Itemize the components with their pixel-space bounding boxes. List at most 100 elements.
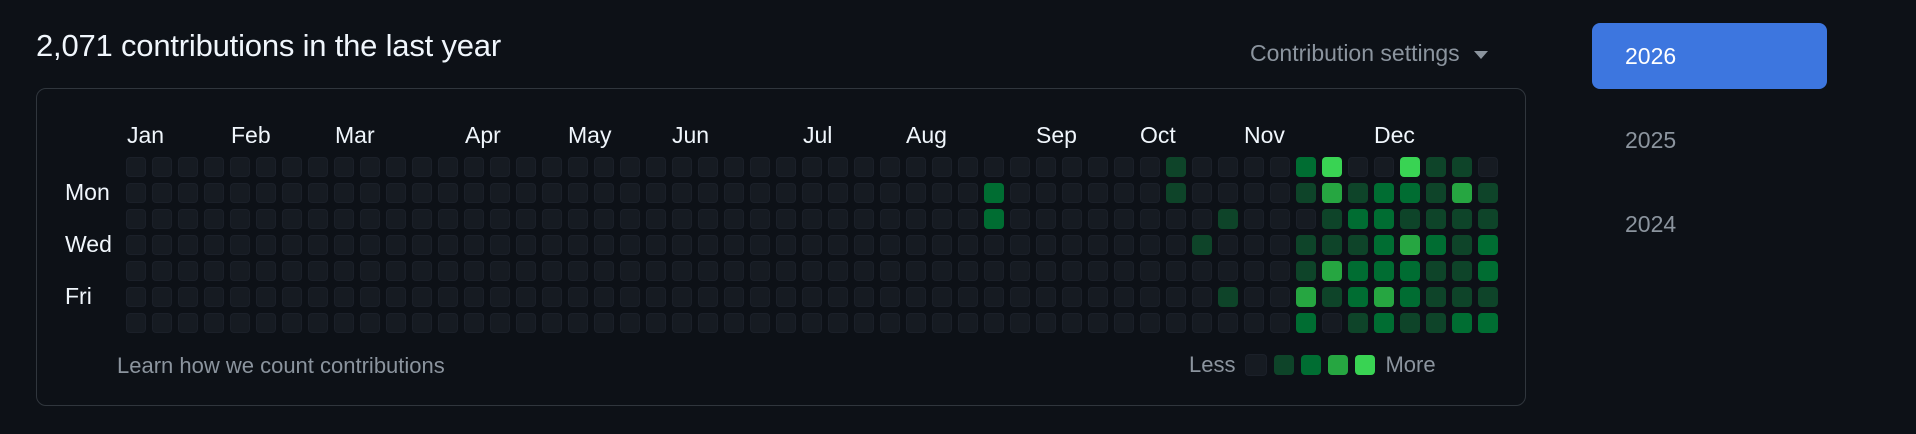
- contribution-cell[interactable]: [620, 183, 640, 203]
- contribution-cell[interactable]: [360, 157, 380, 177]
- contribution-cell[interactable]: [1114, 209, 1134, 229]
- contribution-cell[interactable]: [698, 313, 718, 333]
- contribution-cell[interactable]: [1374, 261, 1394, 281]
- contribution-cell[interactable]: [490, 209, 510, 229]
- contribution-cell[interactable]: [152, 209, 172, 229]
- contribution-cell[interactable]: [854, 261, 874, 281]
- contribution-cell[interactable]: [1244, 313, 1264, 333]
- contribution-cell[interactable]: [880, 235, 900, 255]
- contribution-cell[interactable]: [750, 183, 770, 203]
- contribution-cell[interactable]: [1218, 157, 1238, 177]
- contribution-cell[interactable]: [308, 261, 328, 281]
- contribution-cell[interactable]: [1270, 261, 1290, 281]
- contribution-cell[interactable]: [1400, 157, 1420, 177]
- contribution-cell[interactable]: [1088, 287, 1108, 307]
- contribution-cell[interactable]: [698, 261, 718, 281]
- contribution-cell[interactable]: [1478, 209, 1498, 229]
- contribution-cell[interactable]: [1452, 313, 1472, 333]
- contribution-cell[interactable]: [1374, 235, 1394, 255]
- contribution-cell[interactable]: [126, 287, 146, 307]
- contribution-cell[interactable]: [1348, 157, 1368, 177]
- contribution-cell[interactable]: [1010, 157, 1030, 177]
- contribution-cell[interactable]: [1192, 287, 1212, 307]
- contribution-cell[interactable]: [230, 183, 250, 203]
- year-button-2026[interactable]: 2026: [1592, 23, 1827, 89]
- contribution-cell[interactable]: [698, 157, 718, 177]
- contribution-cell[interactable]: [126, 209, 146, 229]
- contribution-cell[interactable]: [516, 183, 536, 203]
- contribution-cell[interactable]: [412, 209, 432, 229]
- contribution-cell[interactable]: [984, 261, 1004, 281]
- contribution-cell[interactable]: [1166, 157, 1186, 177]
- contribution-cell[interactable]: [412, 183, 432, 203]
- contribution-cell[interactable]: [230, 313, 250, 333]
- contribution-cell[interactable]: [178, 183, 198, 203]
- contribution-cell[interactable]: [568, 261, 588, 281]
- contribution-cell[interactable]: [126, 235, 146, 255]
- contribution-cell[interactable]: [516, 287, 536, 307]
- contribution-cell[interactable]: [776, 287, 796, 307]
- contribution-cell[interactable]: [1322, 287, 1342, 307]
- contribution-cell[interactable]: [828, 209, 848, 229]
- contribution-cell[interactable]: [464, 157, 484, 177]
- contribution-cell[interactable]: [568, 287, 588, 307]
- contribution-cell[interactable]: [1114, 287, 1134, 307]
- contribution-cell[interactable]: [1166, 183, 1186, 203]
- contribution-cell[interactable]: [360, 261, 380, 281]
- contribution-cell[interactable]: [230, 287, 250, 307]
- contribution-cell[interactable]: [360, 287, 380, 307]
- contribution-cell[interactable]: [1062, 209, 1082, 229]
- contribution-cell[interactable]: [880, 157, 900, 177]
- contribution-cell[interactable]: [1114, 261, 1134, 281]
- contribution-cell[interactable]: [490, 261, 510, 281]
- contribution-cell[interactable]: [1452, 183, 1472, 203]
- contribution-cell[interactable]: [282, 157, 302, 177]
- contribution-cell[interactable]: [334, 235, 354, 255]
- contribution-cell[interactable]: [932, 183, 952, 203]
- contribution-cell[interactable]: [1140, 287, 1160, 307]
- contribution-cell[interactable]: [1062, 183, 1082, 203]
- contribution-cell[interactable]: [464, 209, 484, 229]
- contribution-cell[interactable]: [776, 183, 796, 203]
- contribution-cell[interactable]: [698, 235, 718, 255]
- contribution-cell[interactable]: [932, 313, 952, 333]
- contribution-cell[interactable]: [204, 183, 224, 203]
- contribution-cell[interactable]: [672, 235, 692, 255]
- contribution-cell[interactable]: [308, 287, 328, 307]
- contribution-cell[interactable]: [620, 261, 640, 281]
- contribution-cell[interactable]: [334, 287, 354, 307]
- contribution-cell[interactable]: [828, 261, 848, 281]
- contribution-cell[interactable]: [1166, 313, 1186, 333]
- contribution-cell[interactable]: [568, 235, 588, 255]
- contribution-cell[interactable]: [490, 235, 510, 255]
- contribution-cell[interactable]: [1348, 287, 1368, 307]
- contribution-cell[interactable]: [854, 313, 874, 333]
- contribution-cell[interactable]: [360, 313, 380, 333]
- contribution-cell[interactable]: [802, 261, 822, 281]
- contribution-cell[interactable]: [750, 261, 770, 281]
- contribution-cell[interactable]: [828, 287, 848, 307]
- contribution-cell[interactable]: [1348, 209, 1368, 229]
- contribution-cell[interactable]: [984, 157, 1004, 177]
- contribution-cell[interactable]: [1322, 235, 1342, 255]
- contribution-cell[interactable]: [412, 261, 432, 281]
- contribution-cell[interactable]: [1270, 183, 1290, 203]
- contribution-cell[interactable]: [906, 261, 926, 281]
- contribution-cell[interactable]: [854, 235, 874, 255]
- contribution-cell[interactable]: [1114, 313, 1134, 333]
- contribution-cell[interactable]: [958, 261, 978, 281]
- contribution-cell[interactable]: [1244, 235, 1264, 255]
- contribution-cell[interactable]: [204, 261, 224, 281]
- contribution-cell[interactable]: [750, 313, 770, 333]
- contribution-cell[interactable]: [724, 209, 744, 229]
- contribution-cell[interactable]: [1426, 287, 1446, 307]
- contribution-cell[interactable]: [464, 261, 484, 281]
- contribution-cell[interactable]: [646, 235, 666, 255]
- contribution-cell[interactable]: [1192, 183, 1212, 203]
- contribution-cell[interactable]: [1400, 313, 1420, 333]
- contribution-cell[interactable]: [828, 157, 848, 177]
- contribution-cell[interactable]: [1114, 235, 1134, 255]
- contribution-cell[interactable]: [1452, 287, 1472, 307]
- contribution-cell[interactable]: [906, 209, 926, 229]
- contribution-cell[interactable]: [1114, 157, 1134, 177]
